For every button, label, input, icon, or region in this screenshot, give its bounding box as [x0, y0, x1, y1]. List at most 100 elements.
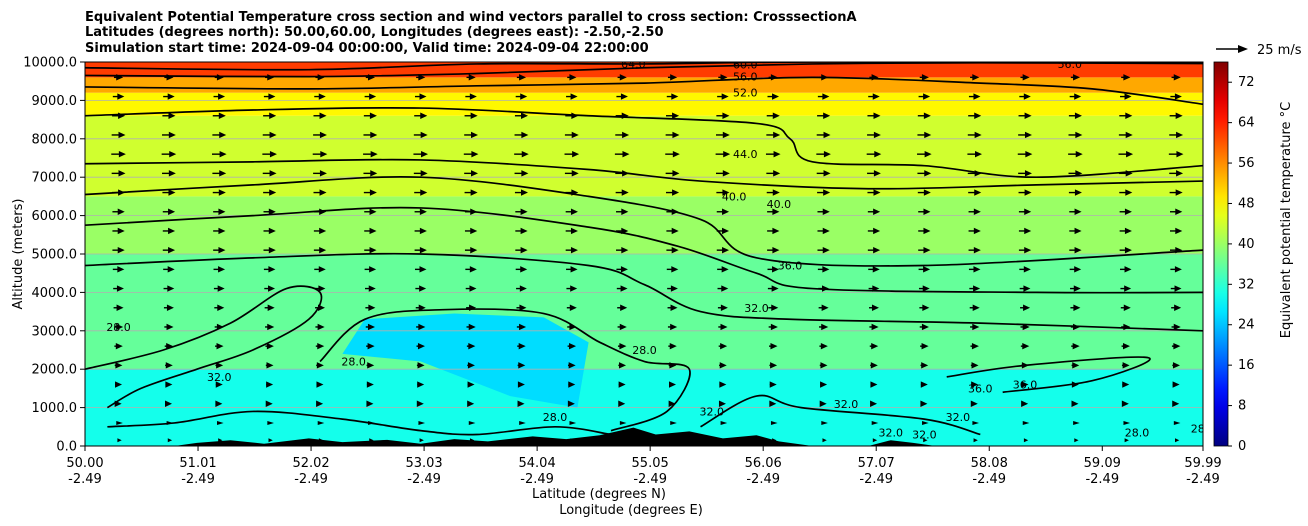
wind-arrow-head [821, 285, 829, 292]
wind-arrow [618, 400, 626, 407]
wind-arrow [1121, 362, 1130, 369]
x-tick-label-lat: 55.05 [632, 456, 669, 471]
wind-arrow [720, 420, 728, 425]
wind-arrow-head [467, 362, 475, 369]
wind-arrow [165, 381, 173, 388]
wind-arrow [1068, 112, 1082, 119]
wind-arrow-head [470, 189, 478, 196]
wind-arrow-head [770, 342, 778, 350]
wind-arrow-head [269, 112, 277, 119]
wind-arrow [163, 93, 175, 100]
wind-arrow-head [1071, 381, 1079, 388]
wind-arrow [215, 342, 224, 350]
wind-arrow-head [268, 438, 273, 443]
wind-arrow [1121, 342, 1131, 350]
wind-arrow-head [821, 420, 828, 425]
wind-arrow [366, 342, 375, 350]
wind-arrow [616, 266, 628, 273]
wind-arrow [968, 208, 981, 215]
wind-arrow [1172, 381, 1180, 388]
wind-arrow-head [620, 266, 628, 273]
wind-arrow [167, 438, 173, 443]
wind-arrow [766, 170, 781, 177]
wind-arrow [265, 323, 275, 331]
colorbar: 0 8 16 24 32 40 48 56 64 72 Equivalent potential … [1213, 61, 1294, 454]
wind-arrow-head [318, 93, 326, 100]
wind-arrow [1124, 438, 1129, 443]
contour-line-40-0 [85, 158, 1203, 190]
wind-arrow-head [470, 246, 478, 254]
wind-arrow-head [420, 170, 428, 177]
wind-arrow-head [117, 208, 125, 215]
colorbar-bar [1213, 61, 1229, 447]
wind-arrow-head [470, 227, 478, 235]
wind-arrow-head [168, 131, 176, 139]
wind-arrow [364, 266, 377, 273]
contour-label: 28.0 [106, 321, 131, 334]
wind-arrow-head [619, 323, 627, 331]
contour-label: 32.0 [834, 398, 859, 411]
wind-arrow [917, 112, 931, 119]
wind-arrow [163, 285, 175, 292]
wind-arrow [868, 93, 880, 100]
wind-arrow [968, 227, 981, 235]
y-tick-label: 10000.0 [23, 56, 77, 71]
wind-arrow-head [770, 420, 778, 425]
wind-arrow-head [369, 112, 377, 119]
wind-arrow [1070, 323, 1081, 331]
x-tick-label-lon: -2.49 [972, 472, 1006, 487]
wind-arrow [817, 266, 830, 273]
contour-label: 40.0 [722, 190, 747, 203]
wind-arrow [214, 304, 225, 311]
wind-arrow-head [219, 150, 227, 158]
wind-arrow-head [416, 400, 424, 407]
wind-arrow-head [1176, 170, 1184, 177]
wind-arrow-head [570, 227, 578, 235]
wind-arrow-head [619, 362, 627, 369]
wind-arrow [615, 170, 630, 177]
wind-arrow-head [116, 304, 124, 311]
wind-arrow [166, 420, 174, 425]
wind-arrow-head [870, 381, 878, 388]
wind-arrow-head [114, 400, 122, 407]
wind-arrow [1070, 285, 1081, 292]
wind-arrow [1170, 285, 1182, 292]
wind-arrow-head [973, 227, 981, 235]
wind-arrow-head [469, 93, 477, 100]
wind-arrow [819, 362, 828, 369]
wind-arrow-head [218, 112, 226, 119]
contour-label: 28.0 [341, 356, 366, 369]
wind-arrow [619, 420, 627, 425]
colorbar-tick-label: 24 [1238, 318, 1255, 333]
wind-arrow [263, 208, 276, 215]
wind-arrow-head [369, 266, 377, 273]
wind-arrow-head [873, 131, 881, 139]
wind-arrow-head [1124, 227, 1132, 235]
wind-arrow [866, 150, 882, 158]
wind-arrow-head [1172, 381, 1180, 388]
contour-label: 32.0 [946, 411, 971, 424]
wind-arrow-head [1125, 112, 1133, 119]
y-axis-label: Altitude (meters) [11, 199, 26, 310]
wind-arrow [667, 323, 678, 331]
wind-arrow-head [420, 112, 428, 119]
wind-arrow [115, 381, 123, 388]
wind-arrow [515, 266, 528, 273]
wind-arrow-head [923, 438, 928, 443]
wind-arrow [767, 285, 779, 292]
wind-arrow [265, 362, 274, 369]
wind-arrow [817, 112, 831, 119]
wind-arrow-head [165, 381, 173, 388]
wind-arrow-head [215, 381, 223, 388]
wind-arrow [112, 227, 125, 235]
wind-arrow [868, 266, 880, 273]
wind-arrow [667, 285, 678, 292]
wind-arrow-head [1175, 246, 1183, 254]
wind-arrow-head [165, 400, 173, 407]
wind-arrow [313, 112, 327, 119]
wind-vector-layer [111, 74, 1184, 443]
wind-arrow [1170, 93, 1182, 100]
wind-arrow [666, 189, 680, 196]
y-tick-label: 4000.0 [32, 286, 78, 301]
wind-arrow-head [267, 74, 275, 81]
